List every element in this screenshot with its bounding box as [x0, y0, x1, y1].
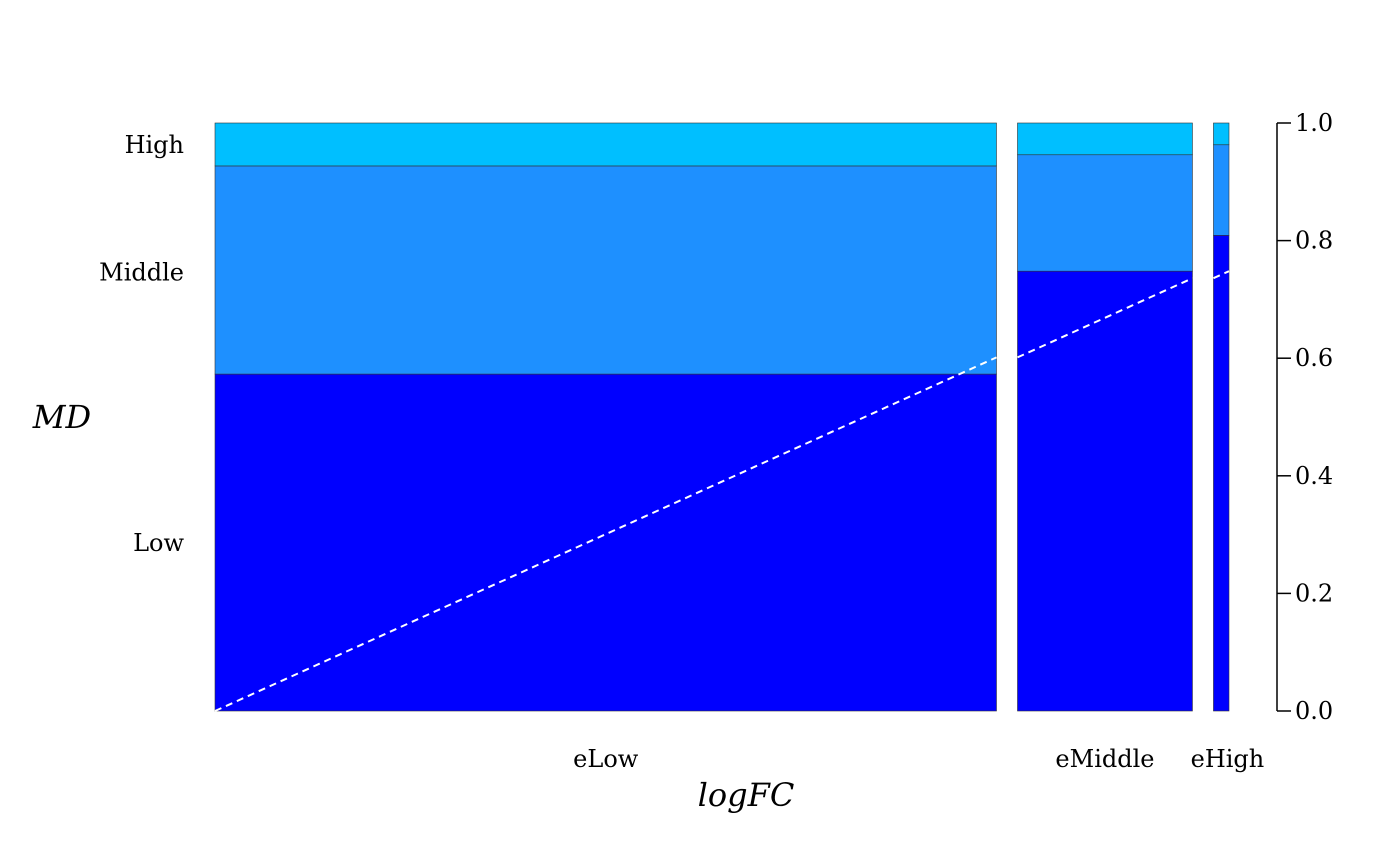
bar-segment-eHigh-Low	[1213, 235, 1230, 712]
reference-line-segment-eHigh	[1213, 270, 1230, 280]
bar-segment-eMiddle-High	[1017, 122, 1193, 156]
y-tick-label: 0.6	[1295, 344, 1333, 372]
bar-segment-eMiddle-Middle	[1017, 154, 1193, 272]
y-tick-label: 1.0	[1295, 109, 1333, 137]
y-tick-label: 0.4	[1295, 462, 1333, 490]
reference-line-group	[214, 270, 1230, 712]
category-label-eMiddle: eMiddle	[1055, 745, 1154, 773]
level-label-High: High	[125, 131, 184, 159]
y-axis: 0.0 0.2 0.4 0.6 0.8 1.0	[1276, 109, 1333, 725]
bar-segment-eHigh-High	[1213, 122, 1230, 146]
reference-line-segment-eLow	[214, 356, 997, 712]
y-tick-label: 0.2	[1295, 579, 1333, 607]
bar-segment-eLow-High	[214, 122, 997, 167]
level-label-Middle: Middle	[99, 258, 184, 286]
bar-segment-eLow-Low	[214, 373, 997, 712]
bar-segment-eLow-Middle	[214, 165, 997, 375]
category-labels: eLow eMiddle eHigh	[573, 745, 1264, 773]
category-label-eLow: eLow	[573, 745, 639, 773]
y-tick-label: 0.8	[1295, 227, 1333, 255]
bars-group	[214, 122, 1230, 712]
level-labels: Low Middle High	[99, 131, 184, 557]
bar-segment-eMiddle-Low	[1017, 270, 1193, 712]
level-label-Low: Low	[133, 529, 184, 557]
x-axis-title: logFC	[698, 776, 795, 814]
y-axis-title: MD	[32, 398, 91, 436]
reference-line-segment-eMiddle	[1017, 277, 1193, 359]
bar-segment-eHigh-Middle	[1213, 144, 1230, 236]
category-label-eHigh: eHigh	[1191, 745, 1265, 773]
y-tick-label: 0.0	[1295, 697, 1333, 725]
